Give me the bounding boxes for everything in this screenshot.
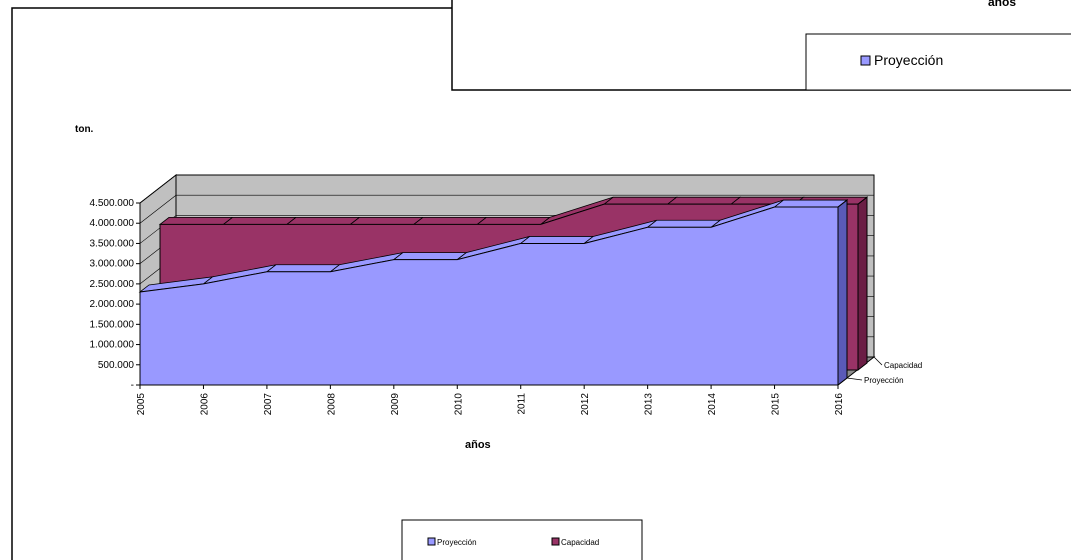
legend: Proyección Capacidad — [401, 519, 643, 560]
x-tick-label: 2014 — [707, 393, 718, 416]
series-proyeccion — [138, 199, 849, 387]
area-top-face — [476, 216, 551, 225]
x-tick-label: 2013 — [644, 393, 655, 416]
depth-tick — [873, 356, 883, 366]
area-top-face — [666, 196, 742, 205]
y-tick-label: 2.500.000 — [90, 279, 135, 290]
depth-labels: Capacidad Proyección — [846, 356, 922, 385]
area-side-face — [837, 199, 848, 387]
top-box-legend-label: Proyección — [874, 52, 943, 68]
y-tick-label: 3.500.000 — [90, 238, 135, 249]
area-top-face — [646, 219, 722, 228]
gridline — [139, 174, 177, 204]
area-top-face — [349, 216, 424, 225]
axes — [136, 175, 875, 389]
top-box-legend-frame — [805, 33, 1071, 91]
x-tick-label: 2005 — [136, 393, 147, 416]
legend-proyeccion-label: Proyección — [437, 538, 477, 547]
y-tick-label: 4.500.000 — [90, 198, 135, 209]
y-tick-label: 1.000.000 — [90, 340, 135, 351]
x-tick-labels: 2005 2006 2007 2008 2009 2010 2011 2012 2013 2014… — [136, 393, 845, 416]
x-axis-label: años — [465, 439, 491, 451]
x-tick-label: 2016 — [834, 393, 845, 416]
proyeccion-swatch-icon — [860, 55, 871, 66]
y-tick-label: - — [131, 380, 134, 391]
y-tick-labels: - 500.000 1.000.000 1.500.000 2.000.000 2.500… — [90, 198, 135, 391]
x-tick-label: 2009 — [390, 393, 401, 416]
legend-capacidad-label: Capacidad — [561, 538, 599, 547]
y-tick-label: 2.000.000 — [90, 299, 135, 310]
x-tick-label: 2006 — [199, 393, 210, 416]
x-tick-label: 2015 — [771, 393, 782, 416]
legend-proyeccion-icon — [427, 537, 436, 546]
y-tick-label: 500.000 — [98, 360, 135, 371]
y-axis-label: ton. — [75, 124, 94, 135]
depth-label-capacidad: Capacidad — [884, 361, 922, 370]
area-top-face — [222, 216, 298, 225]
area-top-face — [158, 216, 234, 225]
area-top-face — [392, 252, 468, 261]
top-box-title: años — [988, 0, 1016, 9]
x-tick-label: 2011 — [517, 393, 528, 415]
area-top-face — [285, 216, 361, 225]
y-tick-label: 3.000.000 — [90, 259, 135, 270]
area-top-face — [773, 199, 849, 208]
depth-tick — [846, 377, 863, 381]
gridline — [139, 194, 177, 224]
y-tick-label: 4.000.000 — [90, 218, 135, 229]
x-tick-label: 2007 — [263, 393, 274, 416]
depth-label-proyeccion: Proyección — [864, 376, 904, 385]
top-box: años Proyección — [451, 0, 1071, 91]
area-front-face — [139, 206, 839, 386]
area-top-face — [265, 264, 341, 273]
area-top-face — [603, 196, 678, 205]
x-tick-label: 2010 — [453, 393, 464, 416]
legend-capacidad-icon — [551, 537, 560, 546]
area-top-face — [412, 216, 488, 225]
chart-border — [11, 7, 452, 560]
area-top-face — [519, 236, 595, 244]
legend-frame — [401, 519, 643, 560]
x-tick-label: 2012 — [580, 393, 591, 416]
y-tick-label: 1.500.000 — [90, 319, 135, 330]
area-side-face — [857, 196, 868, 372]
x-tick-label: 2008 — [326, 393, 337, 416]
